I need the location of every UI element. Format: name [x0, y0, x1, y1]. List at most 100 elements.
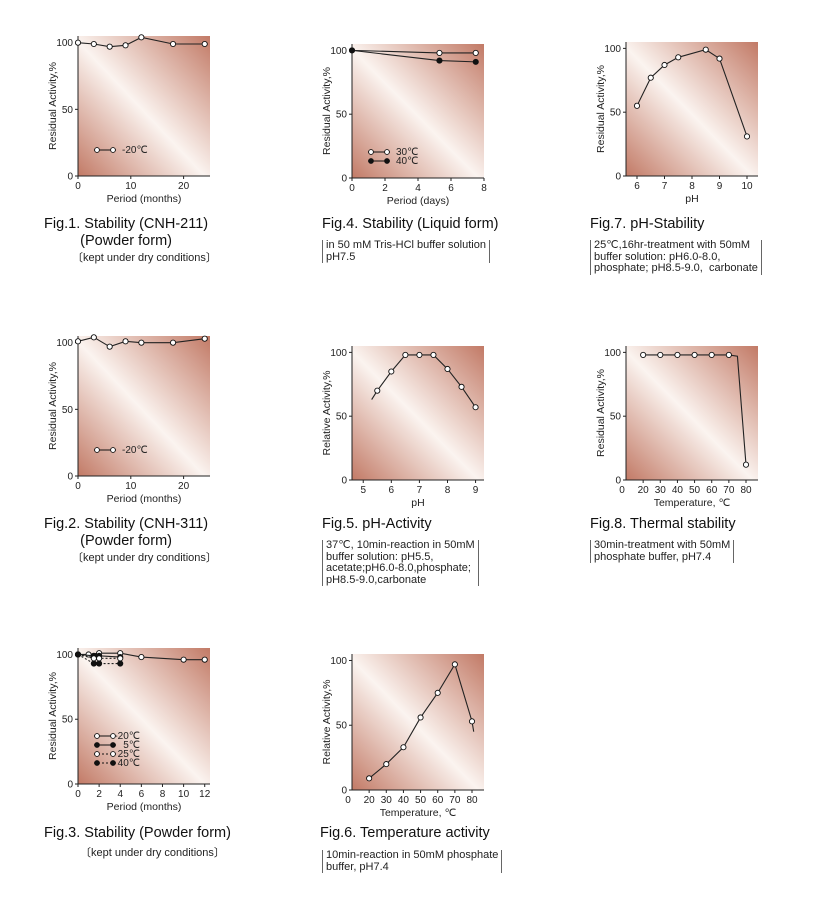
data-point	[74, 338, 82, 345]
x-tick-label: 6	[448, 183, 454, 194]
x-tick-label: 0	[349, 183, 355, 194]
y-axis-label: Residual Activity,%	[321, 67, 333, 155]
x-tick-label: 12	[199, 789, 211, 800]
y-tick-label: 50	[336, 412, 348, 423]
legend-marker	[110, 742, 116, 748]
data-point	[458, 383, 465, 390]
y-axis-label: Residual Activity,%	[47, 672, 59, 760]
y-axis-label: Residual Activity,%	[47, 362, 59, 450]
data-point	[201, 656, 208, 663]
data-point	[74, 651, 82, 658]
plot-background	[352, 44, 484, 178]
fig5-note: 37℃, 10min-reaction in 50mM buffer solut…	[322, 539, 479, 586]
y-tick-label: 50	[62, 715, 74, 726]
series-line	[77, 653, 121, 659]
data-point	[708, 351, 715, 358]
x-tick-label: 4	[415, 183, 421, 194]
x-tick-label: 6	[634, 181, 640, 192]
data-point	[74, 39, 82, 46]
fig6-note: 10min-reaction in 50mM phosphate buffer,…	[322, 849, 503, 873]
data-point	[661, 61, 668, 69]
data-point	[430, 351, 437, 358]
data-point	[640, 351, 647, 358]
y-axis-label: Relative Activity,%	[321, 680, 333, 765]
x-tick-label: 40	[398, 795, 410, 806]
y-axis-label: Residual Activity,%	[595, 369, 607, 457]
data-point	[743, 133, 751, 140]
x-axis-label: Period (months)	[107, 193, 182, 205]
x-tick-label: 7	[662, 181, 668, 192]
x-axis-label: pH	[411, 497, 424, 509]
x-tick-label: 9	[717, 181, 723, 192]
x-tick-label: 6	[139, 789, 145, 800]
legend-marker	[94, 751, 100, 757]
y-tick-label: 0	[615, 476, 621, 487]
fig6-caption: Fig.6. Temperature activity	[320, 825, 490, 841]
data-point	[702, 46, 709, 53]
x-tick-label: 9	[473, 485, 479, 496]
y-tick-label: 0	[341, 174, 347, 185]
series-line	[368, 663, 475, 779]
y-tick-label: 0	[67, 780, 73, 791]
data-point	[122, 338, 129, 345]
plot-background	[626, 346, 758, 480]
y-tick-label: 50	[610, 108, 622, 119]
x-tick-label: 50	[415, 795, 427, 806]
data-point	[138, 654, 145, 661]
y-tick-label: 100	[330, 348, 347, 359]
plot-background	[78, 36, 210, 176]
y-tick-label: 50	[610, 412, 622, 423]
data-point	[402, 351, 409, 358]
x-axis-label: pH	[685, 193, 698, 205]
x-tick-label: 80	[466, 795, 478, 806]
legend-marker	[110, 147, 116, 153]
y-tick-label: 50	[62, 105, 74, 116]
x-axis-label: Temperature, ℃	[380, 807, 457, 819]
x-tick-label: 20	[178, 181, 190, 192]
y-axis-label: Residual Activity,%	[595, 65, 607, 153]
plot-background	[352, 346, 484, 480]
data-point	[96, 660, 103, 667]
data-point	[633, 102, 641, 109]
legend-marker	[368, 158, 374, 164]
legend-marker	[94, 733, 100, 739]
data-point	[451, 661, 458, 668]
data-point	[106, 43, 113, 50]
data-point	[388, 368, 395, 375]
fig1-note: 〔kept under dry conditions〕	[72, 252, 217, 264]
legend-label: -20℃	[122, 445, 148, 456]
data-point	[716, 55, 723, 62]
data-point	[434, 689, 441, 696]
x-tick-label: 4	[117, 789, 123, 800]
data-point	[472, 404, 479, 411]
legend-label: 25℃	[118, 749, 140, 760]
data-point	[180, 656, 187, 663]
data-point	[417, 714, 424, 721]
x-tick-label: 30	[655, 485, 667, 496]
y-tick-label: 50	[336, 721, 348, 732]
x-tick-label: 0	[75, 181, 81, 192]
y-tick-label: 0	[341, 476, 347, 487]
x-axis-label: Temperature, ℃	[654, 497, 731, 509]
x-tick-label: 30	[381, 795, 393, 806]
x-tick-label: 10	[125, 481, 137, 492]
x-tick-label: 60	[432, 795, 444, 806]
y-tick-label: 100	[330, 656, 347, 667]
x-tick-label: 20	[638, 485, 650, 496]
data-point	[106, 343, 113, 350]
fig7-note: 25℃,16hr-treatment with 50mM buffer solu…	[590, 239, 762, 275]
x-tick-label: 10	[125, 181, 137, 192]
legend-marker	[384, 149, 390, 155]
data-point	[169, 339, 177, 346]
data-point	[138, 34, 145, 41]
legend-marker	[94, 147, 100, 153]
x-tick-label: 8	[160, 789, 166, 800]
y-tick-label: 0	[67, 472, 73, 483]
fig8-note: 30min-treatment with 50mM phosphate buff…	[590, 539, 735, 563]
